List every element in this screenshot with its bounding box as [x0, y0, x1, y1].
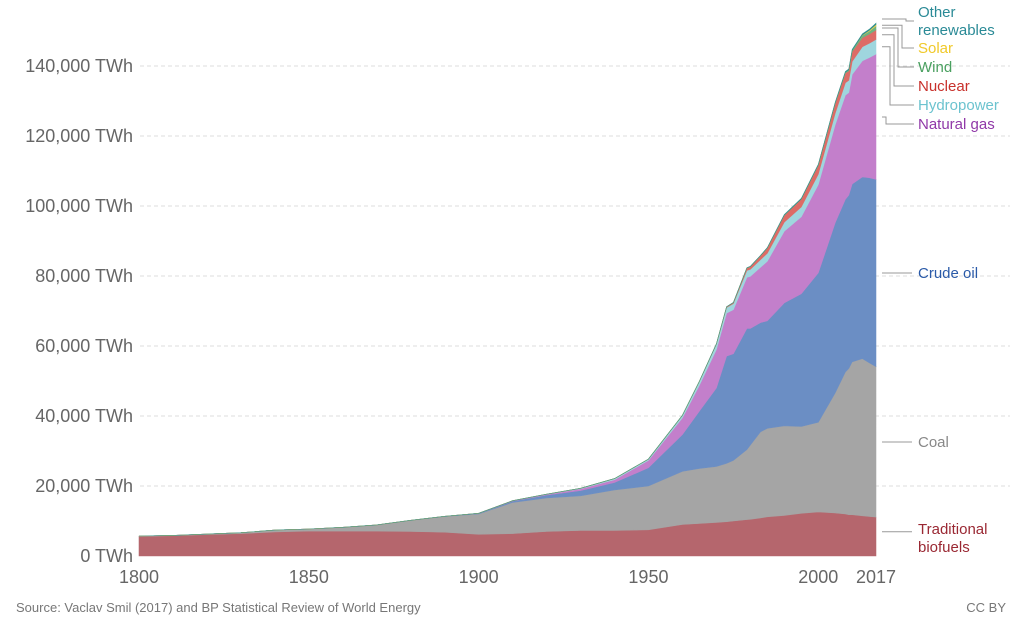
label-connector — [882, 116, 914, 125]
y-tick-label: 0 TWh — [80, 546, 133, 566]
y-tick-label: 100,000 TWh — [25, 196, 133, 216]
area-series — [138, 22, 877, 557]
series-label-other-renewables[interactable]: Other renewables — [918, 4, 995, 39]
y-tick-label: 120,000 TWh — [25, 126, 133, 146]
label-connector — [882, 46, 914, 106]
series-label-natural-gas[interactable]: Natural gas — [918, 116, 995, 133]
x-tick-label: 1950 — [628, 567, 668, 587]
x-tick-label: 2017 — [856, 567, 896, 587]
x-tick-label: 2000 — [798, 567, 838, 587]
series-label-crude-oil[interactable]: Crude oil — [918, 265, 978, 282]
series-label-wind[interactable]: Wind — [918, 59, 952, 76]
area-other-renewables — [138, 22, 877, 537]
x-tick-label: 1800 — [119, 567, 159, 587]
x-tick-label: 1850 — [289, 567, 329, 587]
gridlines — [140, 65, 1010, 487]
series-label-coal[interactable]: Coal — [918, 434, 949, 451]
x-tick-label: 1900 — [459, 567, 499, 587]
y-tick-label: 20,000 TWh — [35, 476, 133, 496]
series-label-hydropower[interactable]: Hydropower — [918, 97, 999, 114]
label-connector — [882, 24, 914, 49]
y-tick-label: 80,000 TWh — [35, 266, 133, 286]
label-connector — [882, 27, 914, 68]
label-connector — [882, 34, 914, 87]
y-tick-label: 140,000 TWh — [25, 56, 133, 76]
source-note: Source: Vaclav Smil (2017) and BP Statis… — [16, 600, 421, 615]
license-label[interactable]: CC BY — [966, 600, 1006, 615]
series-label-solar[interactable]: Solar — [918, 40, 953, 57]
y-tick-label: 40,000 TWh — [35, 406, 133, 426]
y-tick-label: 60,000 TWh — [35, 336, 133, 356]
y-axis-ticks: 0 TWh 20,000 TWh 40,000 TWh 60,000 TWh 80,00… — [25, 56, 133, 566]
x-axis-ticks: 1800 1850 1900 1950 2000 2017 — [119, 567, 896, 587]
series-label-traditional-biofuels[interactable]: Traditional biofuels — [918, 521, 987, 556]
series-label-nuclear[interactable]: Nuclear — [918, 78, 970, 95]
label-connector — [882, 18, 914, 22]
